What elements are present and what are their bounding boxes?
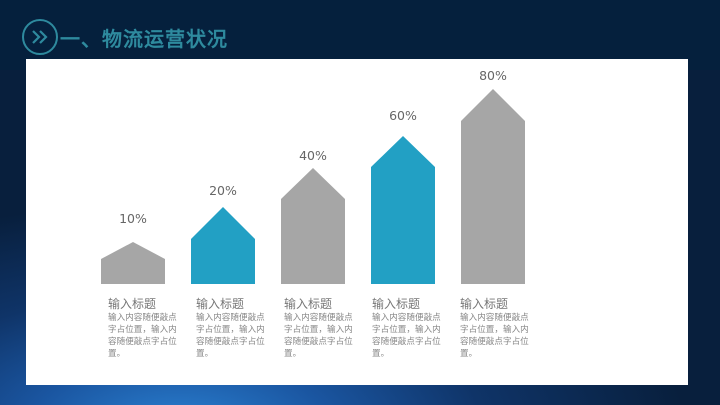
value-label-5: 80% — [479, 68, 507, 83]
item-desc: 输入内容随便敲点字占位置，输入内容随便敲点字占位置。 — [284, 313, 353, 359]
bar-4 — [371, 136, 435, 284]
item-caption-3: 输入标题 输入内容随便敲点字占位置，输入内容随便敲点字占位置。 — [284, 297, 360, 360]
item-title: 输入标题 — [460, 297, 509, 311]
item-title: 输入标题 — [196, 297, 245, 311]
chart-panel: 10% 20% 40% 60% 80% 输入标题 输入内容随便敲点字占位置，输入… — [26, 59, 688, 385]
item-caption-1: 输入标题 输入内容随便敲点字占位置，输入内容随便敲点字占位置。 — [108, 297, 184, 360]
bar-2 — [191, 207, 255, 284]
item-caption-2: 输入标题 输入内容随便敲点字占位置，输入内容随便敲点字占位置。 — [196, 297, 272, 360]
item-title: 输入标题 — [372, 297, 421, 311]
double-chevron-right-icon — [22, 19, 58, 55]
item-desc: 输入内容随便敲点字占位置，输入内容随便敲点字占位置。 — [460, 313, 529, 359]
item-title: 输入标题 — [284, 297, 333, 311]
bar-chart — [101, 89, 525, 284]
bar-5 — [461, 89, 525, 284]
value-label-2: 20% — [209, 183, 237, 198]
item-caption-5: 输入标题 输入内容随便敲点字占位置，输入内容随便敲点字占位置。 — [460, 297, 536, 360]
value-label-1: 10% — [119, 211, 147, 226]
item-desc: 输入内容随便敲点字占位置，输入内容随便敲点字占位置。 — [108, 313, 177, 359]
bar-1 — [101, 242, 165, 284]
bar-3 — [281, 168, 345, 284]
page-title: 一、物流运营状况 — [60, 26, 228, 51]
item-title: 输入标题 — [108, 297, 157, 311]
value-label-4: 60% — [389, 108, 417, 123]
item-caption-4: 输入标题 输入内容随便敲点字占位置，输入内容随便敲点字占位置。 — [372, 297, 448, 360]
top-band — [0, 0, 720, 70]
item-desc: 输入内容随便敲点字占位置，输入内容随便敲点字占位置。 — [196, 313, 265, 359]
slide-header: 一、物流运营状况 — [22, 17, 228, 57]
item-desc: 输入内容随便敲点字占位置，输入内容随便敲点字占位置。 — [372, 313, 441, 359]
value-label-3: 40% — [299, 148, 327, 163]
